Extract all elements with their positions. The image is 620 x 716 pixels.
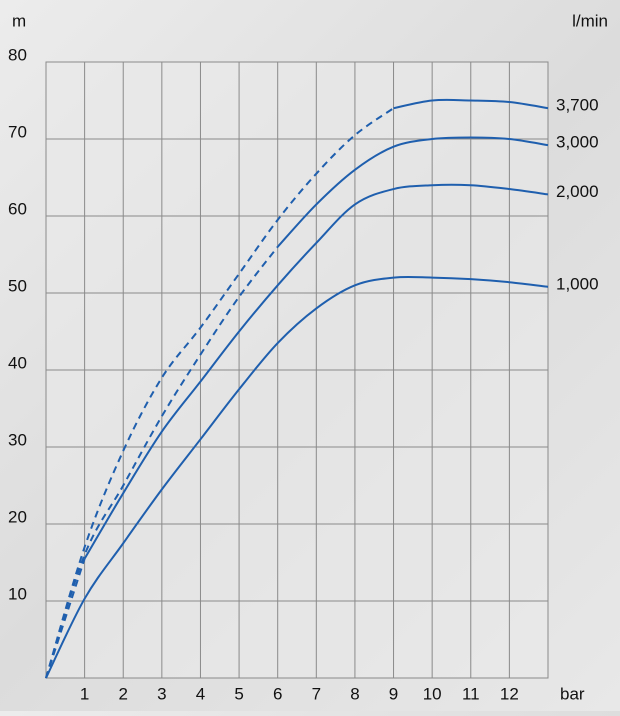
x-tick-label: 8 [350, 684, 359, 703]
x-tick-label: 6 [273, 684, 282, 703]
x-tick-label: 12 [500, 684, 519, 703]
x-tick-label: 3 [157, 684, 166, 703]
series-label: 3,700 [556, 96, 599, 115]
x-tick-label: 10 [423, 684, 442, 703]
y-tick-label: 70 [8, 122, 27, 141]
x-tick-label: 7 [312, 684, 321, 703]
series-line [45, 246, 279, 679]
y-tick-label: 80 [8, 45, 27, 64]
series-line [45, 107, 395, 679]
series-line [393, 98, 549, 110]
series-line [83, 183, 549, 560]
x-tick-label: 11 [462, 684, 480, 703]
series-label: 3,000 [556, 133, 599, 152]
series-line [276, 136, 549, 248]
x-tick-label: 4 [196, 684, 205, 703]
y2-axis-label: l/min [572, 11, 608, 30]
x-tick-label: 5 [234, 684, 243, 703]
y-tick-label: 60 [8, 199, 27, 218]
y-tick-label: 30 [8, 430, 27, 449]
x-tick-label: 1 [80, 684, 89, 703]
series-label: 2,000 [556, 182, 599, 201]
y-tick-label: 10 [8, 584, 27, 603]
y-tick-label: 20 [8, 507, 27, 526]
y-axis-label: m [12, 11, 26, 30]
y-tick-label: 40 [8, 353, 27, 372]
x-tick-label: 2 [118, 684, 127, 703]
series-label: 1,000 [556, 274, 599, 293]
x-tick-label: 9 [389, 684, 398, 703]
series-line [45, 558, 86, 679]
y-tick-label: 50 [8, 276, 27, 295]
series-line [45, 275, 549, 679]
x-axis-label: bar [560, 684, 585, 703]
